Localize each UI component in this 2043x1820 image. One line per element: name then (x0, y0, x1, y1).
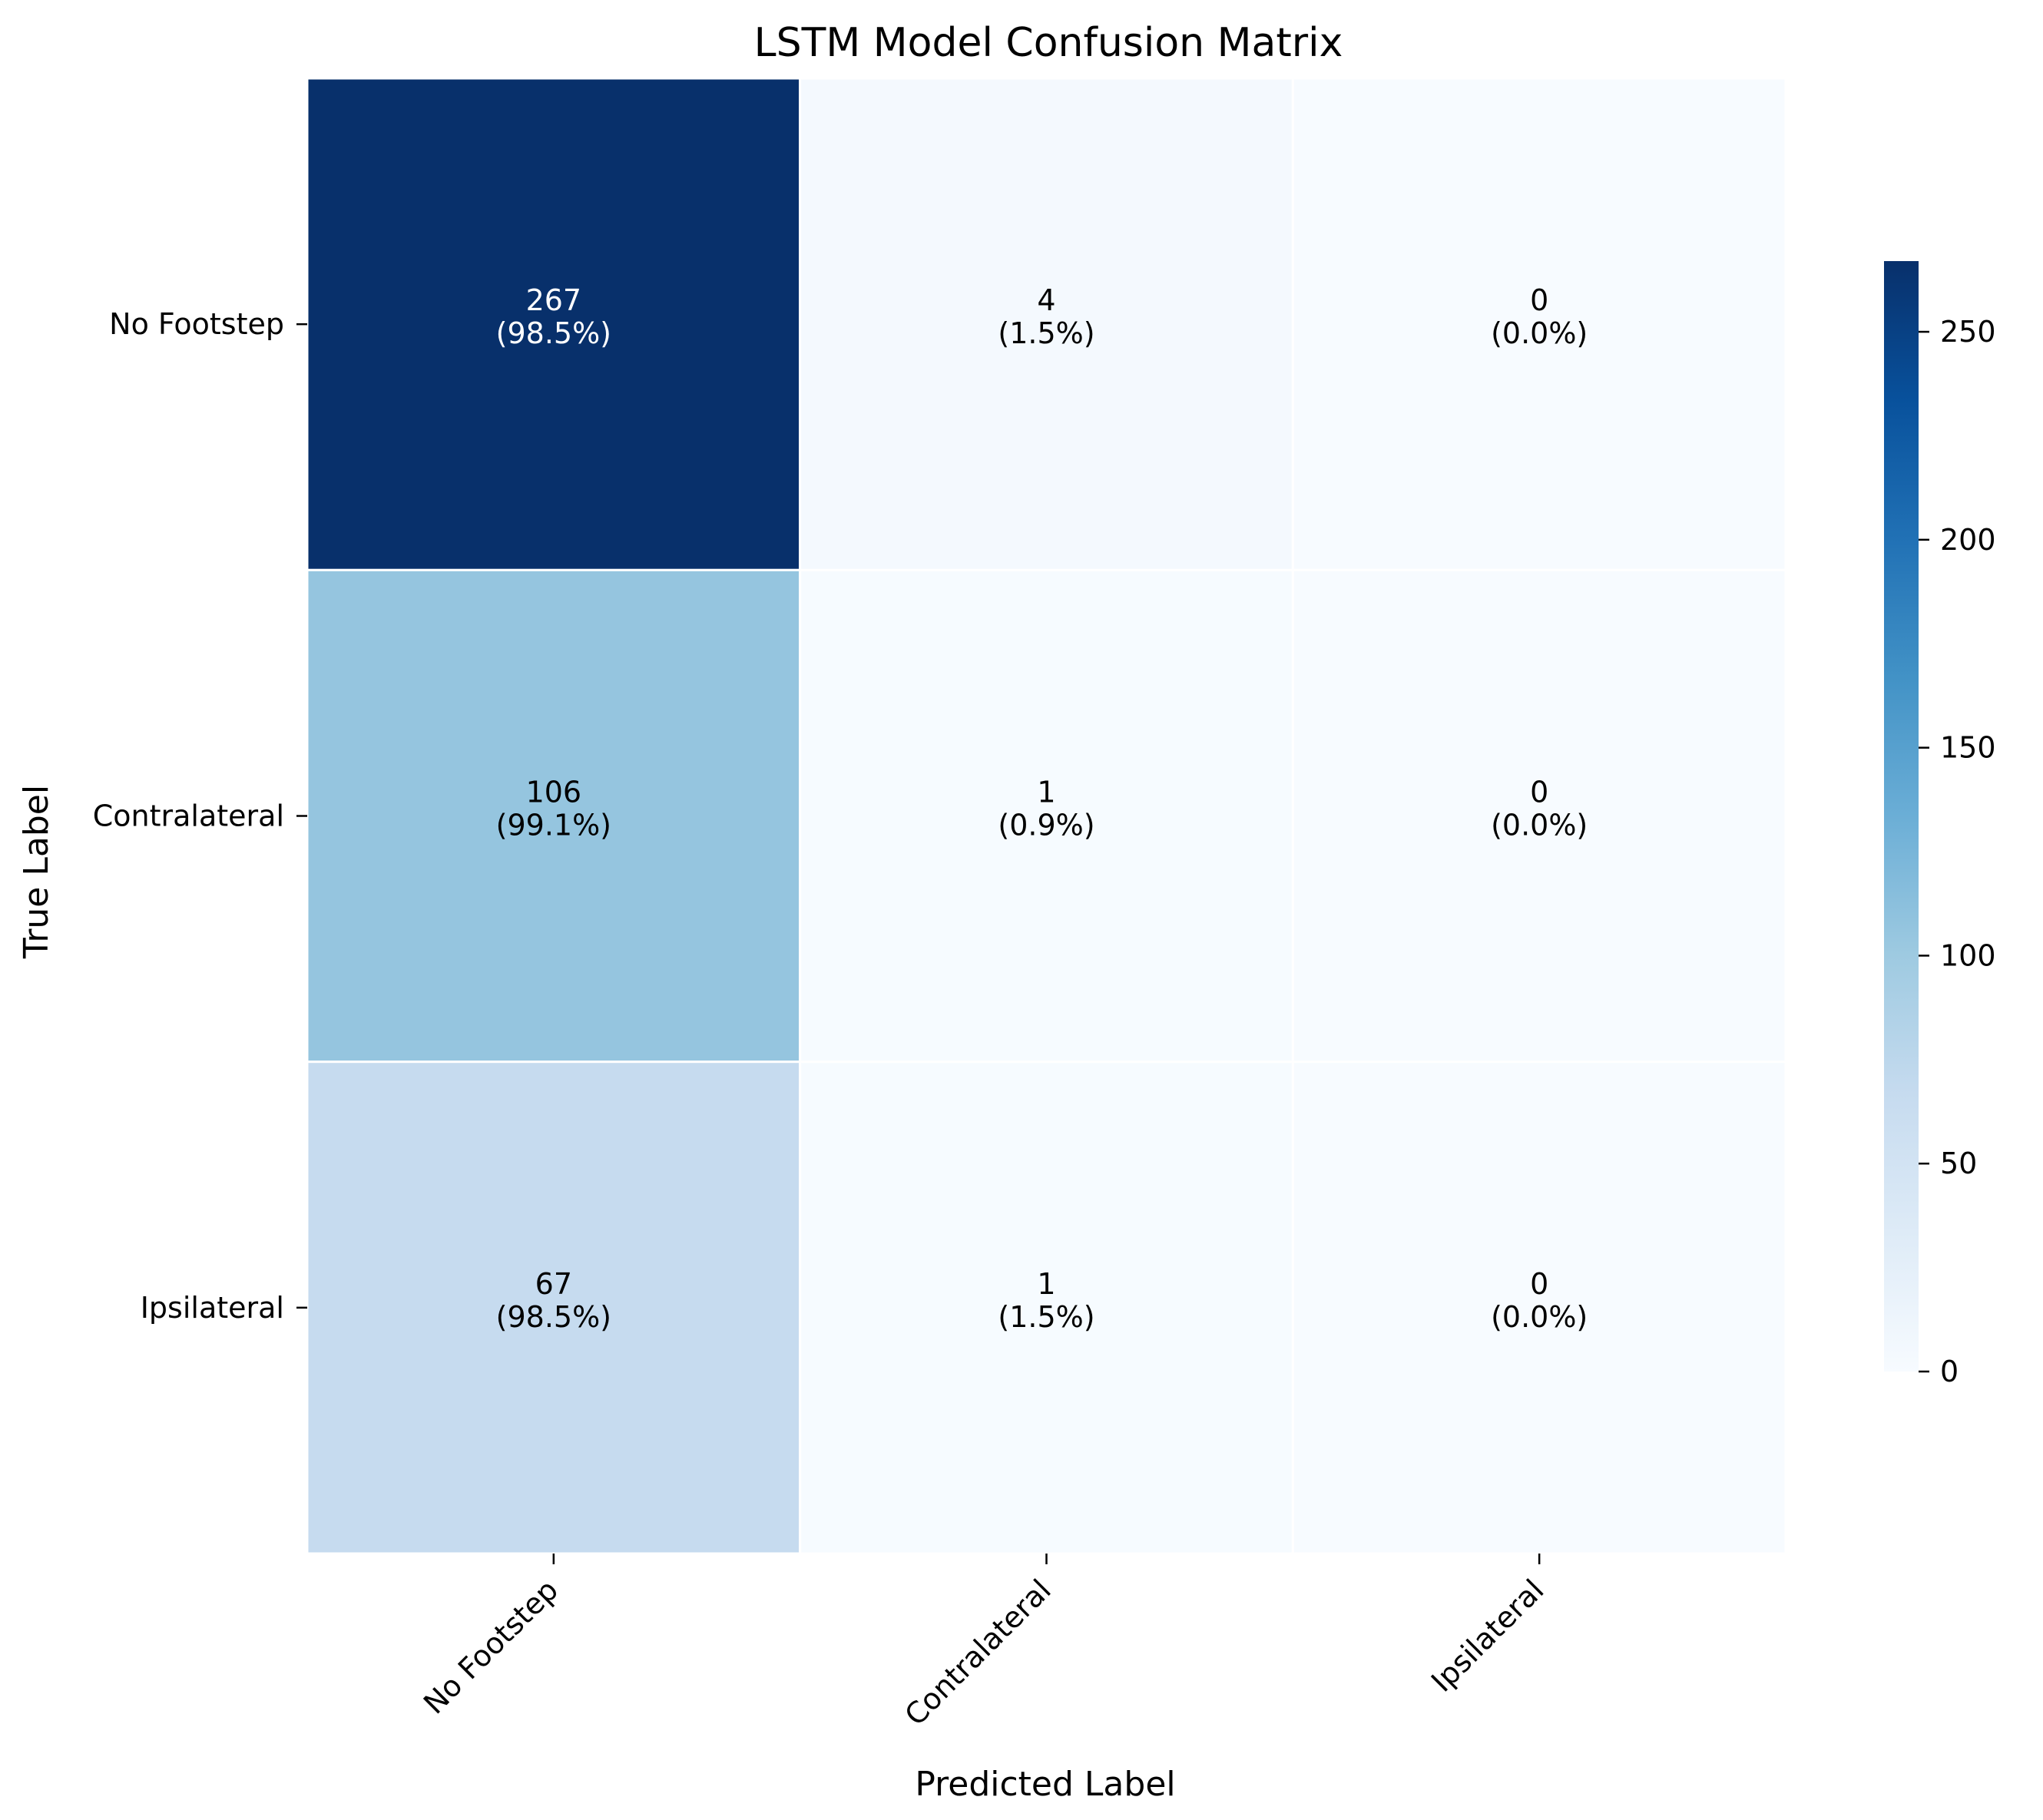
y-axis-label: True Label (17, 785, 56, 959)
cell-count-label: 267 (526, 283, 582, 317)
heatmap-cells (306, 77, 1787, 1555)
heatmap-cell (1291, 568, 1787, 1064)
x-axis-ticks: No Footstep Contralateral Ipsilateral (417, 1554, 1551, 1732)
colorbar-gradient (1884, 261, 1919, 1372)
cell-percent-label: (98.5%) (496, 316, 611, 350)
cell-count-label: 1 (1037, 1267, 1055, 1301)
x-axis-label: Predicted Label (915, 1765, 1175, 1804)
cell-percent-label: (98.5%) (496, 1300, 611, 1334)
cell-count-label: 0 (1530, 776, 1548, 809)
x-tick-label: Ipsilateral (1425, 1573, 1551, 1699)
colorbar-tick-label: 50 (1940, 1147, 1977, 1180)
cell-count-label: 0 (1530, 283, 1548, 317)
y-tick-label: Contralateral (93, 799, 284, 833)
cell-percent-label: (99.1%) (496, 809, 611, 842)
heatmap-cell (306, 77, 802, 571)
x-tick-label: No Footstep (417, 1573, 565, 1720)
colorbar-tick-label: 250 (1940, 315, 1996, 349)
y-axis-ticks: No Footstep Contralateral Ipsilateral (93, 307, 307, 1325)
y-tick-label: Ipsilateral (141, 1291, 284, 1325)
colorbar-tick-label: 200 (1940, 523, 1996, 557)
cell-percent-label: (1.5%) (998, 1300, 1094, 1334)
x-tick-label: Contralateral (898, 1573, 1057, 1732)
heatmap-cell (306, 1061, 802, 1555)
cell-count-label: 1 (1037, 776, 1055, 809)
cell-count-label: 0 (1530, 1267, 1548, 1301)
cell-count-label: 67 (535, 1267, 572, 1301)
colorbar-tick-label: 100 (1940, 938, 1996, 972)
cell-count-label: 4 (1037, 283, 1055, 317)
colorbar-ticks: 0 50 100 150 200 250 (1919, 315, 1996, 1388)
y-tick-label: No Footstep (109, 307, 284, 341)
colorbar (1884, 261, 1919, 1372)
heatmap-cell (799, 1061, 1294, 1555)
cell-count-label: 106 (526, 776, 582, 809)
cell-percent-label: (0.0%) (1491, 316, 1588, 350)
heatmap-cell (799, 77, 1294, 571)
cell-percent-label: (0.0%) (1491, 809, 1588, 842)
heatmap-cell (306, 568, 802, 1064)
heatmap-cell (1291, 77, 1787, 571)
cell-percent-label: (0.9%) (998, 809, 1094, 842)
chart-title: LSTM Model Confusion Matrix (754, 20, 1343, 66)
heatmap-cell (799, 568, 1294, 1064)
colorbar-tick-label: 150 (1940, 731, 1996, 765)
cell-percent-label: (0.0%) (1491, 1300, 1588, 1334)
colorbar-tick-label: 0 (1940, 1355, 1959, 1388)
heatmap-cell-labels: 267(98.5%)4(1.5%)0(0.0%)106(99.1%)1(0.9%… (496, 283, 1588, 1334)
cell-percent-label: (1.5%) (998, 316, 1094, 350)
